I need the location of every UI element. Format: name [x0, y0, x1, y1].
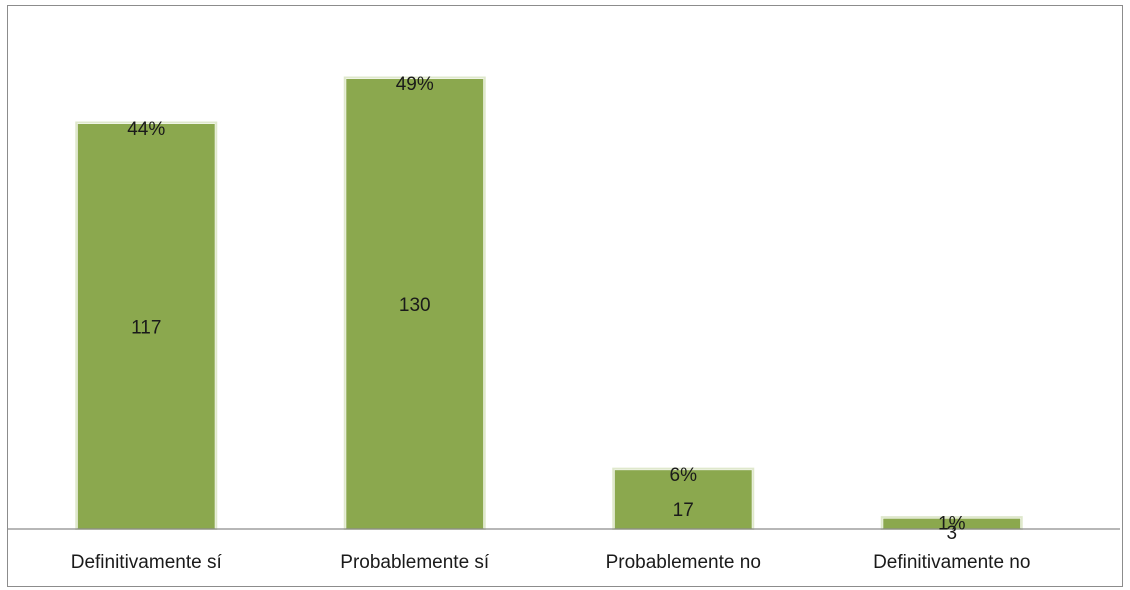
value-label-probablemente-si: 130	[399, 295, 431, 316]
bar-definitivamente-no	[883, 518, 1021, 529]
bar-chart: 44% 117 49% 130 6% 17 1%3 Definitivamente sí Pr…	[8, 74, 1120, 573]
value-label-probablemente-no: 17	[673, 500, 694, 521]
percent-label-definitivamente-si: 44%	[127, 119, 165, 140]
x-tick-labels: Definitivamente sí Probablemente sí Probab…	[71, 552, 1031, 573]
bar-probablemente-si	[346, 79, 484, 529]
x-tick-label-definitivamente-si: Definitivamente sí	[71, 552, 223, 573]
percent-label-definitivamente-no: 1%	[938, 514, 966, 535]
value-label-definitivamente-no: 3	[946, 523, 957, 544]
x-tick-label-probablemente-no: Probablemente no	[606, 552, 761, 573]
x-tick-label-definitivamente-no: Definitivamente no	[873, 552, 1030, 573]
labels-layer: 44% 117 49% 130 6% 17 1%3	[127, 74, 965, 544]
bars-layer	[75, 76, 1023, 531]
x-tick-label-probablemente-si: Probablemente sí	[340, 552, 490, 573]
percent-label-probablemente-si: 49%	[396, 74, 434, 95]
value-label-definitivamente-si: 117	[131, 318, 161, 339]
percent-label-probablemente-no: 6%	[670, 465, 698, 486]
bar-probablemente-no	[614, 470, 752, 529]
chart-area: 44% 117 49% 130 6% 17 1% 3 Definitivamente sí Pr…	[7, 5, 1123, 587]
bar-definitivamente-si	[77, 124, 215, 529]
